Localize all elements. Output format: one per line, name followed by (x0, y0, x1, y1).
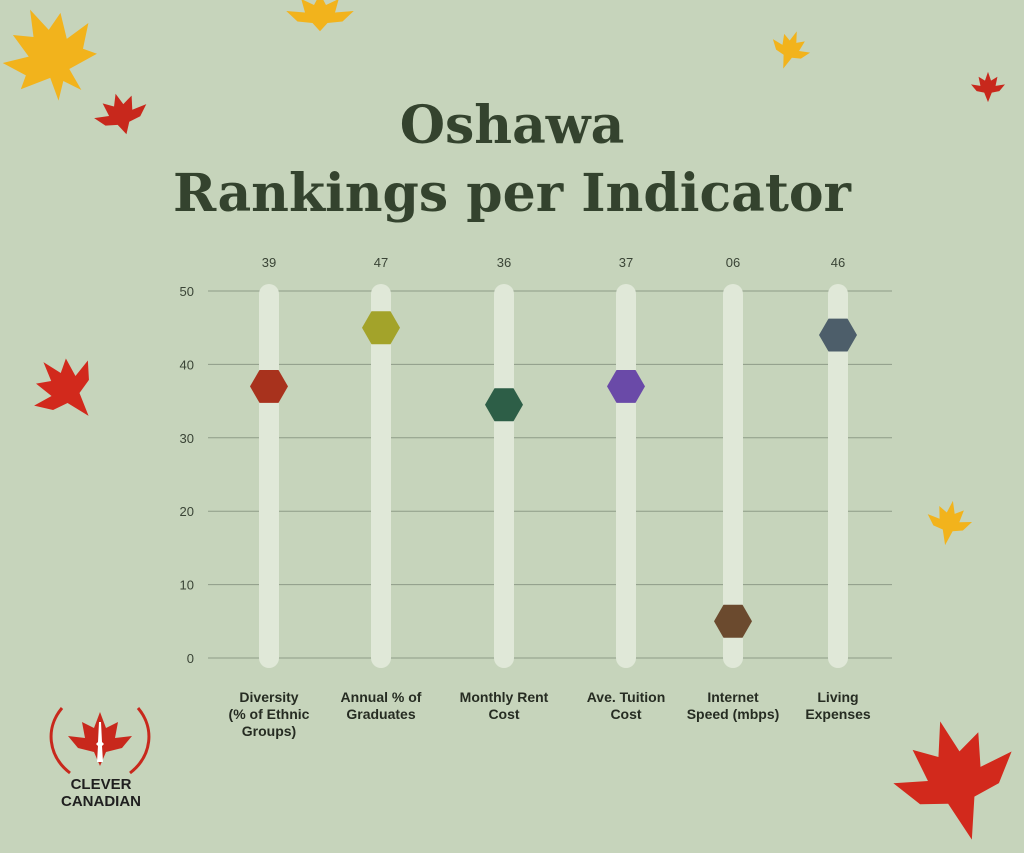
maple-leaf-icon (34, 358, 89, 416)
data-label: 46 (831, 255, 845, 270)
logo-text-line2: CANADIAN (61, 793, 141, 810)
category-label: Monthly Rent Cost (460, 689, 549, 722)
y-tick-label: 40 (180, 357, 194, 372)
data-label: 36 (497, 255, 511, 270)
track-layer (259, 284, 848, 668)
maple-leaf-icon (94, 93, 147, 135)
maple-leaf-icon (286, 0, 354, 32)
maple-leaf-icon (893, 721, 1012, 840)
category-track (828, 284, 848, 668)
logo-text: CLEVER CANADIAN (36, 776, 166, 810)
data-label: 37 (619, 255, 633, 270)
data-label: 39 (262, 255, 276, 270)
maple-leaf-icon (772, 31, 811, 69)
data-label: 47 (374, 255, 388, 270)
clever-canadian-logo (49, 707, 151, 775)
category-label: Internet Speed (mbps) (687, 689, 780, 722)
y-tick-label: 50 (180, 284, 194, 299)
tower-icon (96, 722, 104, 762)
maple-leaf-icon (927, 500, 973, 546)
data-point-marker (714, 604, 752, 638)
category-track (371, 284, 391, 668)
category-label: Ave. Tuition Cost (587, 689, 666, 722)
data-point-marker (250, 370, 288, 403)
chart-title-line2: Rankings per Indicator (173, 163, 851, 224)
data-point-marker (485, 388, 523, 422)
y-tick-label: 30 (180, 431, 194, 446)
logo-text-line1: CLEVER (70, 776, 132, 793)
category-label: Living Expenses (805, 689, 871, 722)
y-tick-label: 20 (180, 504, 194, 519)
data-label: 06 (726, 255, 740, 270)
category-label: Diversity (% of Ethnic Groups) (229, 689, 310, 739)
y-tick-label: 10 (180, 578, 194, 593)
category-track (494, 284, 514, 668)
label-layer: 0 10 20 30 40 50 39 Diversity (% of Ethnic Groups… (180, 255, 871, 739)
laurel-wreath-icon (49, 707, 151, 775)
grid-layer (208, 290, 892, 659)
category-track (616, 284, 636, 668)
data-point-marker (607, 370, 645, 403)
category-track (723, 284, 743, 668)
y-tick-label: 0 (187, 651, 194, 666)
maple-leaf-icon (971, 71, 1005, 103)
category-label: Annual % of Graduates (341, 689, 422, 722)
category-track (259, 284, 279, 668)
marker-layer (250, 311, 857, 638)
chart-title-line1: Oshawa (399, 95, 625, 156)
data-point-marker (362, 311, 400, 345)
maple-leaf-icon (2, 9, 97, 101)
data-point-marker (819, 318, 857, 352)
